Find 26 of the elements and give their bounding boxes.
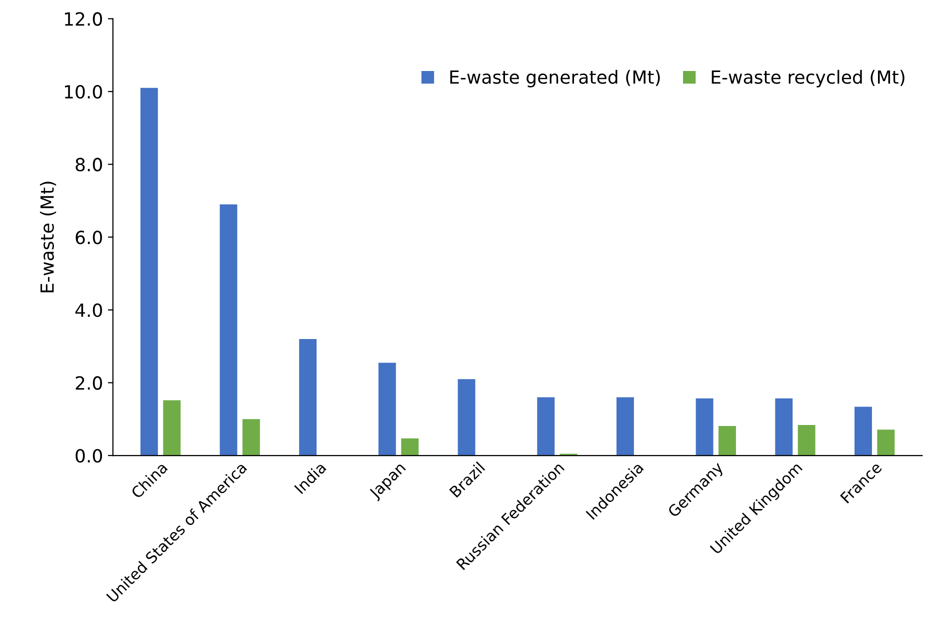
bar: [458, 379, 476, 456]
legend-label: E-waste recycled (Mt): [712, 70, 904, 88]
y-tick-label: 10.0: [64, 84, 102, 99]
bar: [696, 398, 714, 456]
y-tick-label: 8.0: [76, 158, 102, 172]
y-tick-label: 6.0: [76, 230, 102, 244]
bar: [718, 426, 736, 456]
bar: [401, 438, 419, 456]
bar: [775, 398, 793, 456]
y-tick-label: 12.0: [64, 12, 102, 26]
bar: [877, 430, 895, 456]
y-tick-label: 0.0: [76, 448, 102, 463]
y-axis-title: E-waste (Mt): [40, 182, 56, 292]
bar: [220, 204, 238, 456]
bar: [537, 397, 555, 456]
bar: [798, 424, 816, 456]
bar: [163, 400, 181, 456]
bar: [378, 362, 396, 456]
y-tick-label: 4.0: [75, 303, 102, 318]
bar: [140, 88, 158, 456]
y-tick-label: 2.0: [76, 376, 102, 390]
bar: [242, 419, 260, 456]
bar: [299, 339, 317, 456]
bar: [616, 397, 634, 456]
bar: [854, 406, 872, 456]
legend-label: E-waste generated (Mt): [450, 70, 660, 88]
